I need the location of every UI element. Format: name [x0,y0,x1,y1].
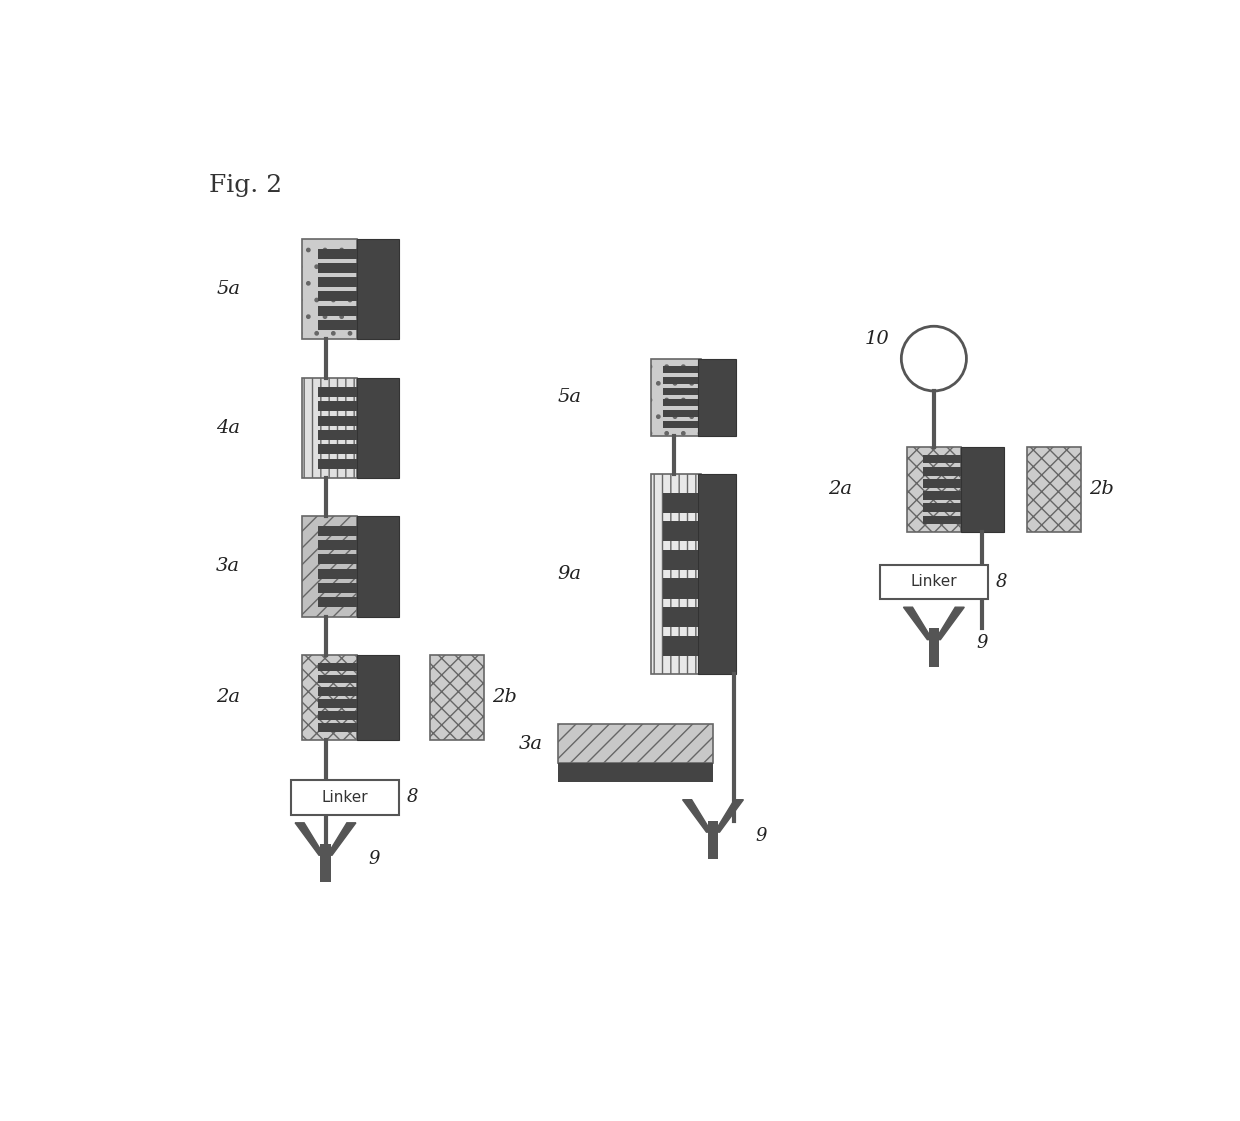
Bar [662,377,697,385]
Bar [320,844,331,882]
Bar [319,723,357,732]
Bar [923,503,961,512]
Bar [319,319,357,330]
Bar [662,410,697,417]
Bar [961,447,1003,531]
Polygon shape [935,608,965,640]
Bar [319,675,357,684]
Bar [319,387,357,397]
Bar [906,447,961,531]
Bar [923,491,961,500]
Bar [923,455,961,463]
Bar [923,467,961,475]
Bar [558,762,713,782]
Text: 4a: 4a [216,419,241,437]
Text: 9: 9 [368,850,379,868]
Bar [319,700,357,707]
Bar [303,655,357,740]
Text: 10: 10 [866,331,890,349]
Bar [357,239,399,340]
Polygon shape [904,608,932,640]
Bar [319,540,357,550]
Bar [357,378,399,478]
Bar [662,636,697,656]
Bar [303,239,357,340]
Bar [662,608,697,627]
Bar [662,399,697,407]
Bar [319,555,357,564]
Bar [319,430,357,441]
Text: Linker: Linker [910,574,957,590]
Polygon shape [682,799,712,832]
Bar [651,359,702,436]
Bar [697,474,737,675]
Bar [697,359,737,436]
Bar [662,365,697,373]
Text: 2a: 2a [828,481,853,499]
Polygon shape [714,799,744,832]
Text: 8: 8 [407,788,418,806]
Text: 3a: 3a [216,557,241,575]
Text: 2a: 2a [216,688,241,706]
Text: 8: 8 [996,573,1007,591]
Text: 3a: 3a [518,734,543,752]
Bar [357,517,399,617]
Bar [319,583,357,593]
Bar [319,291,357,302]
Bar [662,493,697,512]
Bar [662,578,697,599]
Bar [319,262,357,272]
Bar [319,458,357,469]
Bar [319,401,357,411]
Bar [303,378,357,478]
Bar [290,780,399,815]
Text: 2b: 2b [1089,481,1114,499]
Bar [303,517,357,617]
Bar [319,687,357,695]
Polygon shape [327,823,356,855]
Bar [319,663,357,671]
Bar [1027,447,1081,531]
Bar [923,516,961,524]
Bar [558,724,713,762]
Bar [319,277,357,287]
Bar [929,628,939,667]
Bar [319,444,357,454]
Text: Linker: Linker [321,790,368,805]
Bar [662,388,697,396]
Polygon shape [295,823,324,855]
Text: 5a: 5a [216,280,241,298]
Bar [662,420,697,428]
Bar [319,712,357,720]
Bar [319,306,357,316]
Bar [319,597,357,608]
Bar [662,550,697,569]
Bar [319,416,357,426]
Bar [319,568,357,578]
Text: 5a: 5a [557,388,582,406]
Bar [430,655,485,740]
Bar [923,479,961,488]
Bar [319,526,357,536]
Bar [708,821,718,859]
Bar [357,655,399,740]
Text: Fig. 2: Fig. 2 [210,174,283,197]
Text: 2b: 2b [492,688,517,706]
Text: 9: 9 [977,634,988,652]
Bar [879,565,988,600]
Text: 9: 9 [755,827,768,845]
Bar [319,249,357,259]
Text: 9a: 9a [557,565,582,583]
Bar [651,474,702,675]
Bar [662,521,697,541]
